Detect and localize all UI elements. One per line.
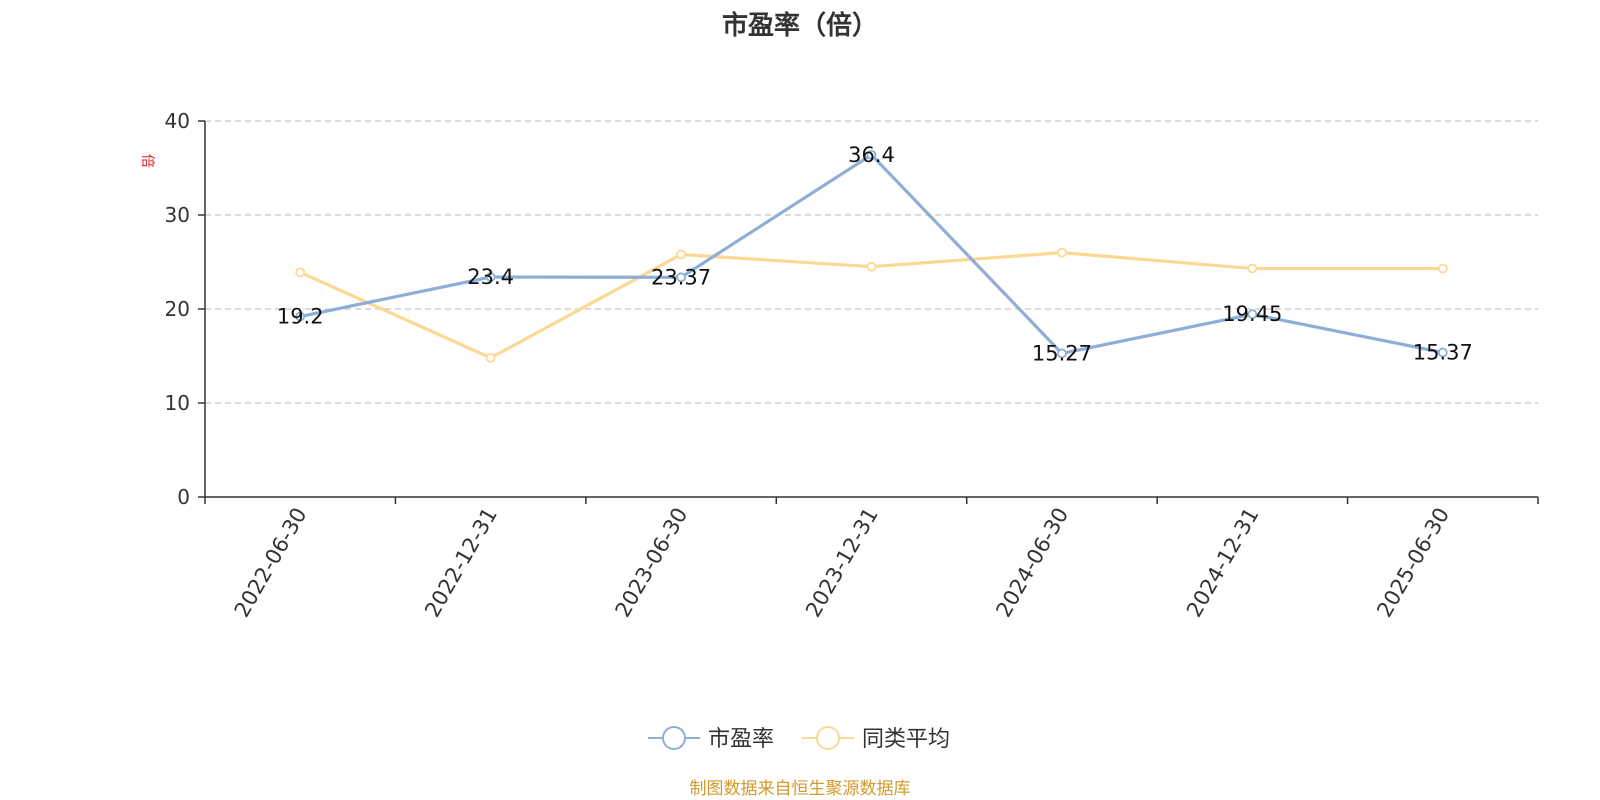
data-point[interactable] [1247, 309, 1258, 320]
legend-label: 市盈率 [708, 727, 774, 752]
data-label: 19.45 [1222, 302, 1282, 326]
y-tick-label: 10 [165, 391, 190, 415]
y-axis-ticks: 0 10 20 30 40 [165, 109, 205, 509]
data-point[interactable] [1437, 263, 1448, 274]
x-tick-label: 2022-06-30 [230, 504, 312, 622]
data-point[interactable] [295, 267, 306, 278]
x-tick-label: 2024-12-31 [1182, 504, 1264, 622]
data-point[interactable] [295, 311, 306, 322]
x-tick-label: 2022-12-31 [420, 503, 502, 621]
data-point[interactable] [485, 352, 496, 363]
data-point[interactable] [1247, 263, 1258, 274]
legend-marker [816, 726, 840, 750]
data-point[interactable] [676, 272, 686, 283]
data-label: 15.27 [1032, 341, 1092, 365]
grid-lines [205, 120, 1538, 404]
x-tick-label: 2024-06-30 [991, 504, 1073, 622]
data-label: 19.2 [277, 305, 324, 329]
source-note: 制图数据来自恒生聚源数据库 [690, 779, 911, 799]
x-tick-label: 2025-06-30 [1372, 504, 1454, 622]
data-labels: 19.2 23.4 23.37 36.4 15.27 19.45 15.37 [277, 143, 1473, 366]
y-tick-label: 20 [165, 297, 190, 321]
data-point[interactable] [1057, 348, 1067, 359]
y-tick-label: 30 [165, 203, 190, 227]
data-label: 23.37 [651, 265, 711, 289]
data-point[interactable] [485, 272, 496, 282]
data-point[interactable] [1057, 247, 1067, 258]
legend-item[interactable]: 同类平均 [802, 726, 950, 752]
legend-item[interactable]: 市盈率 [648, 726, 774, 752]
y-tick-label: 40 [165, 109, 190, 133]
data-point[interactable] [866, 149, 877, 160]
chart-title: 市盈率（倍） [722, 10, 878, 41]
series-group [295, 149, 1448, 363]
data-point[interactable] [1437, 347, 1448, 358]
y-axis-unit-label: 倍 [139, 154, 155, 168]
data-point[interactable] [866, 261, 877, 272]
x-tick-label: 2023-12-31 [801, 504, 883, 622]
x-tick-label: 2023-06-30 [611, 504, 693, 622]
data-label: 36.4 [848, 143, 895, 167]
data-point[interactable] [676, 249, 686, 260]
legend[interactable]: 市盈率 同类平均 [648, 726, 950, 752]
y-tick-label: 0 [177, 485, 190, 509]
legend-marker [662, 726, 686, 750]
x-axis-ticks: 2022-06-30 2022-12-31 2023-06-30 2023-12-31… [204, 497, 1539, 622]
legend-label: 同类平均 [862, 727, 950, 752]
data-label: 15.37 [1413, 341, 1473, 365]
data-label: 23.4 [467, 265, 514, 289]
